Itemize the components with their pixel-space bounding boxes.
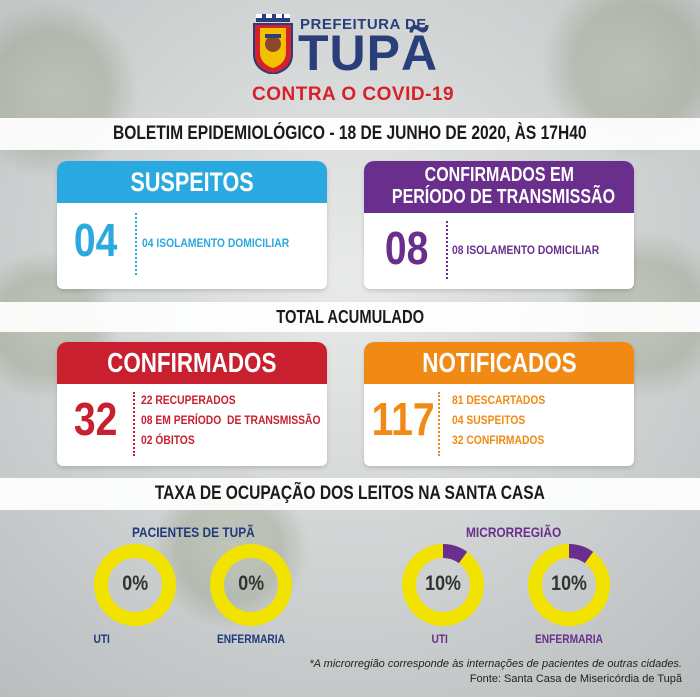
confirmados-card: CONFIRMADOS 32 22 RECUPERADOS 08 EM PERÍ… (57, 342, 327, 466)
bulletin-title-bar: BOLETIM EPIDEMIOLÓGICO - 18 DE JUNHO DE … (0, 118, 700, 150)
suspeitos-detail-1: 04 ISOLAMENTO DOMICILIAR (142, 236, 290, 250)
donut-ring-fill (528, 544, 610, 626)
transmissao-title-line2: PERÍODO DE TRANSMISSÃO (391, 186, 616, 208)
donut-micro-uti-value: 10% (425, 572, 461, 595)
confirmados-title-bar: CONFIRMADOS (57, 342, 327, 384)
confirmados-detail-3: 02 ÓBITOS (141, 433, 195, 447)
donut-micro-enfermaria: 10% (526, 542, 612, 628)
notificados-detail-3: 32 CONFIRMADOS (452, 433, 545, 447)
virus-background-1 (0, 0, 140, 180)
confirmados-count: 32 (74, 393, 118, 445)
notificados-detail-2: 04 SUSPEITOS (452, 413, 526, 427)
donut-micro-uti-label: UTI (431, 632, 448, 646)
donut-ring-fill (402, 544, 484, 626)
campaign-label: CONTRA O COVID-19 (252, 84, 455, 105)
notificados-title-bar: NOTIFICADOS (364, 342, 634, 384)
transmissao-count: 08 (385, 222, 429, 274)
donut-micro-enfermaria-label: ENFERMARIA (535, 632, 603, 646)
micro-group-title: MICRORREGIÃO (466, 524, 562, 540)
suspeitos-card: SUSPEITOS 04 04 ISOLAMENTO DOMICILIAR (57, 161, 327, 289)
donut-tupa-enfermaria-value: 0% (238, 572, 264, 595)
donut-micro-enfermaria-ring (528, 544, 610, 626)
prefeitura-label: PREFEITURA DE (300, 16, 427, 33)
transmissao-card: CONFIRMADOS EM PERÍODO DE TRANSMISSÃO 08… (364, 161, 634, 289)
suspeitos-title: SUSPEITOS (130, 167, 254, 197)
suspeitos-title-bar: SUSPEITOS (57, 161, 327, 203)
city-name: TUPÃ (298, 25, 439, 81)
confirmados-detail-2: 08 EM PERÍODO DE TRANSMISSÃO (141, 413, 321, 427)
transmissao-detail-1: 08 ISOLAMENTO DOMICILIAR (452, 243, 600, 257)
footnote-microregion: *A microrregião corresponde às internaçõ… (309, 658, 682, 670)
donut-tupa-uti-value: 0% (122, 572, 148, 595)
notificados-card: NOTIFICADOS 117 81 DESCARTADOS 04 SUSPEI… (364, 342, 634, 466)
donut-tupa-enfermaria: 0% (208, 542, 294, 628)
confirmados-detail-1: 22 RECUPERADOS (141, 393, 236, 407)
transmissao-title-line1: CONFIRMADOS EM (424, 164, 574, 186)
notificados-title: NOTIFICADOS (421, 347, 577, 378)
suspeitos-divider (135, 213, 137, 275)
confirmados-title: CONFIRMADOS (107, 347, 277, 378)
occupancy-title: TAXA DE OCUPAÇÃO DOS LEITOS NA SANTA CAS… (154, 483, 546, 504)
transmissao-details: 08 ISOLAMENTO DOMICILIAR (452, 240, 623, 260)
donut-tupa-uti-ring (94, 544, 176, 626)
donut-tupa-uti: 0% (92, 542, 178, 628)
suspeitos-count: 04 (74, 214, 118, 266)
donut-tupa-enfermaria-label: ENFERMARIA (217, 632, 285, 646)
donut-ring-track (210, 544, 292, 626)
donut-micro-uti: 10% (400, 542, 486, 628)
donut-micro-enfermaria-value: 10% (551, 572, 587, 595)
donut-tupa-enfermaria-ring (210, 544, 292, 626)
notificados-divider (438, 392, 440, 456)
confirmados-divider (133, 392, 135, 456)
transmissao-divider (446, 221, 448, 279)
accumulated-title-bar: TOTAL ACUMULADO (0, 302, 700, 332)
bulletin-title: BOLETIM EPIDEMIOLÓGICO - 18 DE JUNHO DE … (113, 123, 587, 144)
notificados-count: 117 (371, 393, 435, 445)
footnote-source: Fonte: Santa Casa de Misericórdia de Tup… (469, 673, 682, 685)
accumulated-title: TOTAL ACUMULADO (276, 307, 424, 327)
donut-tupa-uti-label: UTI (93, 632, 110, 646)
donut-ring-track (94, 544, 176, 626)
occupancy-title-bar: TAXA DE OCUPAÇÃO DOS LEITOS NA SANTA CAS… (0, 478, 700, 510)
confirmados-details: 22 RECUPERADOS 08 EM PERÍODO DE TRANSMIS… (141, 390, 327, 450)
city-crest-icon (253, 14, 293, 74)
suspeitos-details: 04 ISOLAMENTO DOMICILIAR (142, 233, 313, 253)
notificados-details: 81 DESCARTADOS 04 SUSPEITOS 32 CONFIRMAD… (452, 390, 560, 450)
header: PREFEITURA DE TUPÃ CONTRA O COVID-19 (0, 0, 700, 118)
donut-micro-uti-ring (402, 544, 484, 626)
transmissao-title-bar: CONFIRMADOS EM PERÍODO DE TRANSMISSÃO (364, 161, 634, 213)
tupa-group-title: PACIENTES DE TUPÃ (132, 524, 255, 540)
notificados-detail-1: 81 DESCARTADOS (452, 393, 546, 407)
